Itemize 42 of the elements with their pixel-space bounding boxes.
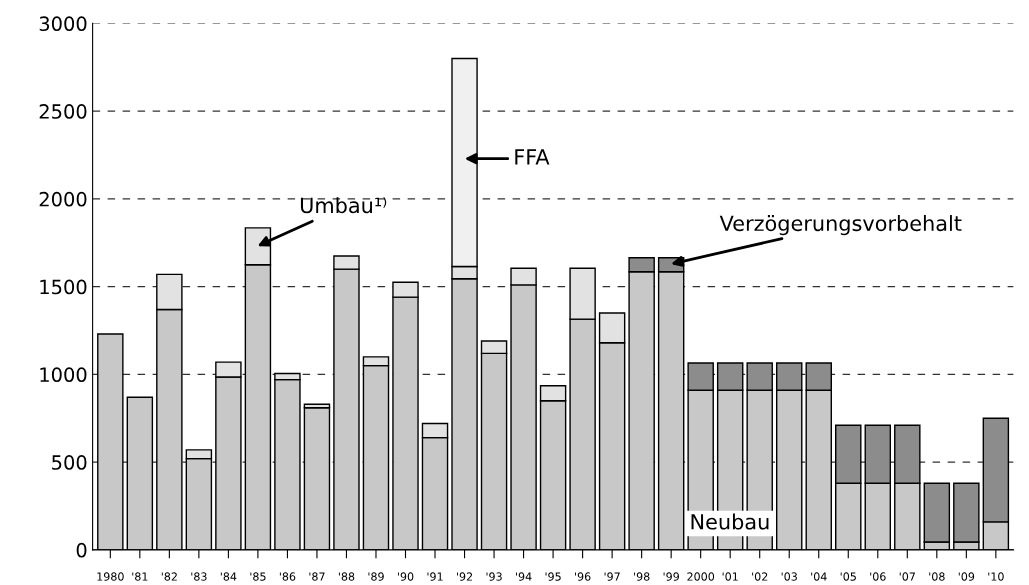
x-tick-label: '87 [309, 572, 325, 581]
x-tick-label: '93 [486, 572, 502, 581]
x-tick-label: '02 [752, 572, 768, 581]
x-tick-label: '97 [604, 572, 620, 581]
x-tick-label: '95 [545, 572, 561, 581]
y-tick-label: 0 [76, 542, 87, 558]
x-tick-label: '10 [988, 572, 1004, 581]
annotation: Verzögerungsvorbehalt [719, 215, 962, 236]
x-tick-label: '06 [870, 572, 886, 581]
x-tick-label: '90 [397, 572, 414, 581]
y-tick-label: 1500 [40, 279, 87, 295]
x-tick-label: '99 [663, 572, 679, 581]
annotation: Neubau [691, 513, 769, 530]
x-tick-label: '91 [427, 572, 443, 581]
x-tick-label: '01 [722, 572, 738, 581]
x-tick-label: '98 [634, 572, 650, 581]
x-tick-label: '94 [516, 572, 532, 581]
x-tick-label: '04 [811, 572, 827, 581]
x-tick-label: '09 [958, 572, 975, 581]
x-tick-label: '05 [840, 572, 856, 581]
annotation: Umbau¹⁾ [300, 197, 387, 214]
x-tick-label: '08 [929, 572, 945, 581]
y-tick-label: 2000 [39, 191, 87, 207]
x-tick-label: 1980 [97, 572, 124, 581]
x-tick-label: '07 [899, 572, 915, 581]
x-tick-label: '85 [250, 572, 266, 581]
x-tick-label: '92 [457, 572, 473, 581]
x-tick-label: '89 [368, 572, 384, 581]
x-tick-label: '88 [338, 572, 355, 581]
y-tick-label: 2500 [39, 104, 87, 119]
y-tick-label: 1000 [40, 367, 87, 383]
y-tick-label: 500 [52, 455, 87, 470]
x-tick-label: '03 [781, 572, 797, 581]
x-tick-label: '82 [161, 572, 177, 581]
x-tick-label: '96 [575, 572, 591, 581]
x-tick-label: '83 [191, 572, 207, 581]
x-tick-label: '86 [279, 572, 296, 581]
x-tick-label: '81 [132, 572, 148, 581]
x-tick-label: '84 [220, 572, 237, 581]
y-tick-label: 3000 [39, 16, 87, 32]
annotation: FFA [515, 149, 550, 165]
x-tick-label: 2000 [687, 572, 715, 581]
